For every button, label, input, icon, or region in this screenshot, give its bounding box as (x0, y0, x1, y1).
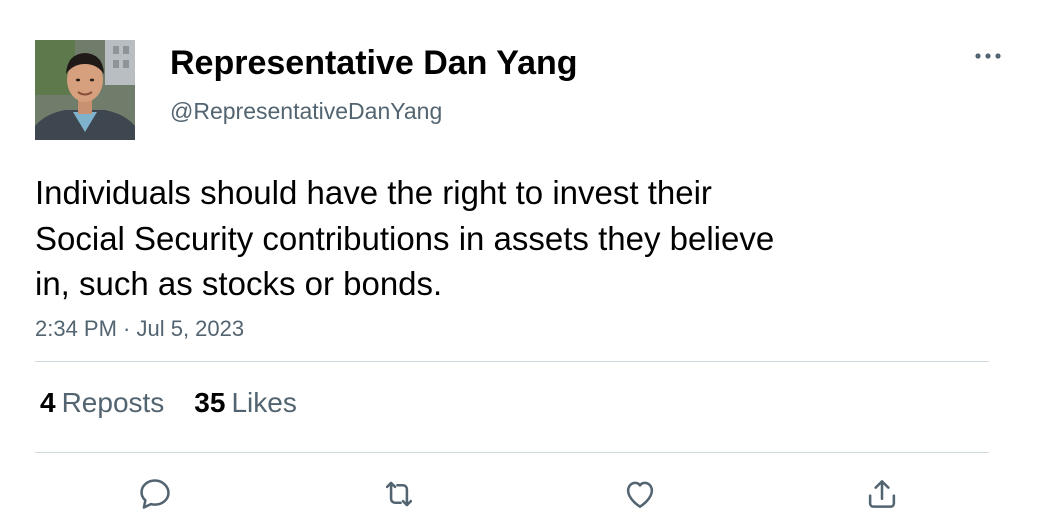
display-name[interactable]: Representative Dan Yang (170, 44, 578, 82)
reply-button[interactable] (133, 472, 177, 516)
action-bar (0, 472, 1050, 517)
tweet-text-line: Individuals should have the right to inv… (35, 174, 712, 211)
heart-icon (626, 481, 654, 508)
divider (35, 452, 989, 453)
likes-label: Likes (231, 387, 297, 418)
repost-button[interactable] (377, 472, 421, 516)
likes-count: 35 (194, 387, 226, 418)
tweet-text-line: in, such as stocks or bonds. (35, 265, 443, 302)
speech-bubble-icon (140, 479, 170, 509)
share-button[interactable] (860, 472, 904, 516)
likes-stat[interactable]: 35 Likes (194, 387, 297, 419)
more-options-icon[interactable] (968, 44, 1008, 68)
repost-arrows-icon (385, 481, 413, 507)
avatar[interactable] (35, 40, 135, 140)
tweet-text: Individuals should have the right to inv… (35, 170, 855, 307)
reposts-count: 4 (40, 387, 56, 418)
handle[interactable]: @RepresentativeDanYang (170, 98, 443, 124)
tweet-timestamp[interactable]: 2:34 PM · Jul 5, 2023 (35, 316, 245, 341)
reposts-stat[interactable]: 4 Reposts (40, 387, 164, 419)
engagement-stats: 4 Reposts 35 Likes (40, 387, 297, 419)
share-upload-icon (868, 480, 896, 508)
divider (35, 361, 989, 362)
tweet-text-line: Social Security contributions in assets … (35, 219, 775, 257)
like-button[interactable] (618, 472, 662, 516)
reposts-label: Reposts (61, 387, 165, 418)
